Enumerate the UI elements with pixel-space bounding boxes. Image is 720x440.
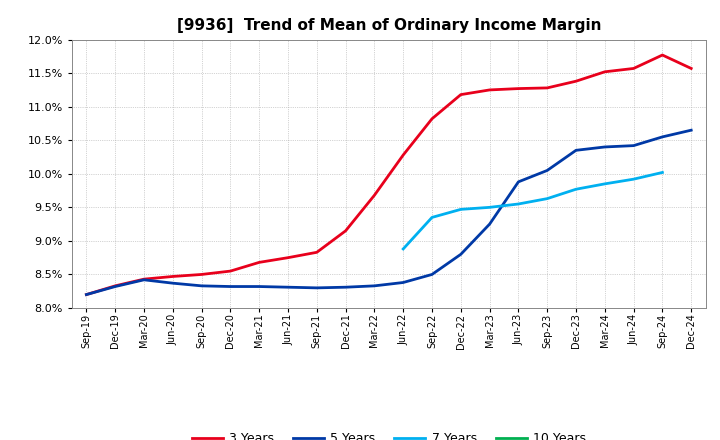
5 Years — [82, 292, 91, 297]
3 Years — [82, 292, 91, 297]
3 Years — [485, 87, 494, 92]
3 Years — [687, 66, 696, 71]
7 Years — [514, 202, 523, 207]
3 Years — [168, 274, 177, 279]
5 Years — [514, 179, 523, 184]
Line: 5 Years: 5 Years — [86, 130, 691, 295]
7 Years — [428, 215, 436, 220]
Title: [9936]  Trend of Mean of Ordinary Income Margin: [9936] Trend of Mean of Ordinary Income … — [176, 18, 601, 33]
7 Years — [456, 207, 465, 212]
3 Years — [399, 152, 408, 158]
3 Years — [629, 66, 638, 71]
3 Years — [428, 116, 436, 121]
3 Years — [658, 52, 667, 58]
5 Years — [111, 284, 120, 289]
5 Years — [456, 252, 465, 257]
5 Years — [485, 221, 494, 227]
5 Years — [226, 284, 235, 289]
Line: 7 Years: 7 Years — [403, 172, 662, 249]
5 Years — [197, 283, 206, 289]
5 Years — [341, 285, 350, 290]
3 Years — [197, 272, 206, 277]
Line: 3 Years: 3 Years — [86, 55, 691, 295]
5 Years — [168, 281, 177, 286]
5 Years — [370, 283, 379, 289]
5 Years — [658, 134, 667, 139]
5 Years — [600, 144, 609, 150]
3 Years — [111, 283, 120, 289]
5 Years — [255, 284, 264, 289]
3 Years — [370, 193, 379, 198]
5 Years — [629, 143, 638, 148]
5 Years — [543, 168, 552, 173]
5 Years — [312, 285, 321, 290]
3 Years — [255, 260, 264, 265]
5 Years — [140, 277, 148, 282]
Legend: 3 Years, 5 Years, 7 Years, 10 Years: 3 Years, 5 Years, 7 Years, 10 Years — [186, 427, 591, 440]
7 Years — [543, 196, 552, 201]
5 Years — [428, 272, 436, 277]
5 Years — [284, 285, 292, 290]
3 Years — [341, 228, 350, 234]
3 Years — [226, 268, 235, 274]
5 Years — [687, 128, 696, 133]
5 Years — [399, 280, 408, 285]
3 Years — [600, 69, 609, 74]
7 Years — [572, 187, 580, 192]
7 Years — [658, 170, 667, 175]
3 Years — [543, 85, 552, 91]
3 Years — [572, 79, 580, 84]
5 Years — [572, 148, 580, 153]
3 Years — [284, 255, 292, 260]
7 Years — [485, 205, 494, 210]
7 Years — [600, 181, 609, 187]
7 Years — [629, 176, 638, 182]
3 Years — [456, 92, 465, 97]
3 Years — [312, 249, 321, 255]
3 Years — [140, 276, 148, 282]
7 Years — [399, 246, 408, 252]
3 Years — [514, 86, 523, 91]
